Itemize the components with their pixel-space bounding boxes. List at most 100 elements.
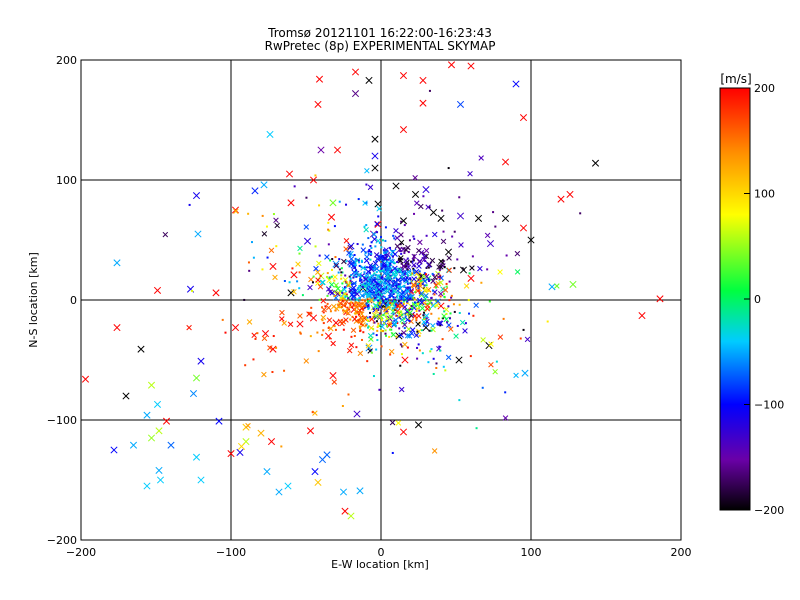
y-tick-label: 200 xyxy=(56,54,77,67)
echo-cross xyxy=(419,76,427,84)
echo-dot xyxy=(382,314,385,317)
echo-dot xyxy=(392,296,395,299)
echo-dot xyxy=(408,308,411,311)
echo-dot xyxy=(430,348,433,351)
echo-cross xyxy=(416,263,422,269)
echo-cross xyxy=(437,320,444,327)
echo-dot xyxy=(403,224,406,227)
echo-dot xyxy=(350,301,353,304)
echo-dot xyxy=(392,292,395,295)
echo-dot xyxy=(453,267,456,270)
echo-dot xyxy=(365,224,368,227)
echo-dot xyxy=(405,299,408,302)
echo-dot xyxy=(438,345,441,348)
echo-cross xyxy=(371,236,378,242)
echo-dot xyxy=(450,294,453,297)
echo-dot xyxy=(339,296,342,299)
echo-cross xyxy=(317,284,324,290)
colorbar-tick-label: −100 xyxy=(754,399,784,412)
echo-dot xyxy=(375,334,378,337)
echo-dot xyxy=(380,319,383,322)
echo-dot xyxy=(445,285,448,288)
echo-dot xyxy=(384,304,387,307)
echo-dot xyxy=(445,312,448,315)
echo-dot xyxy=(396,278,399,281)
echo-cross xyxy=(492,368,498,375)
echo-cross xyxy=(501,158,510,166)
echo-dot xyxy=(400,353,403,356)
echo-cross xyxy=(455,356,463,364)
echo-dot xyxy=(337,304,340,307)
echo-dot xyxy=(328,229,331,232)
echo-dot xyxy=(488,300,491,303)
echo-cross xyxy=(311,468,319,476)
echo-dot xyxy=(579,212,582,215)
echo-cross xyxy=(402,304,408,310)
echo-dot xyxy=(412,296,415,299)
echo-dot xyxy=(380,246,383,249)
echo-cross xyxy=(122,392,130,400)
echo-cross xyxy=(306,311,312,317)
echo-dot xyxy=(384,332,387,335)
echo-cross xyxy=(409,327,416,333)
echo-cross xyxy=(411,253,417,260)
echo-cross xyxy=(383,255,389,261)
echo-cross xyxy=(81,375,90,383)
echo-dot xyxy=(369,315,372,318)
echo-dot xyxy=(419,274,422,277)
echo-dot xyxy=(369,317,372,320)
echo-cross xyxy=(291,289,297,295)
echo-dot xyxy=(291,267,294,270)
echo-cross xyxy=(323,451,331,459)
echo-cross xyxy=(339,488,348,496)
echo-dot xyxy=(456,258,459,261)
echo-dot xyxy=(385,298,388,301)
echo-dot xyxy=(396,321,399,324)
echo-dot xyxy=(380,329,383,332)
echo-dot xyxy=(410,273,413,276)
echo-dot xyxy=(408,286,411,289)
echo-cross xyxy=(263,468,271,476)
echo-dot xyxy=(378,241,381,244)
echo-dot xyxy=(392,234,395,237)
echo-dot xyxy=(379,269,382,272)
echo-cross xyxy=(401,356,409,364)
echo-dot xyxy=(365,183,368,186)
echo-cross xyxy=(245,422,251,429)
echo-dot xyxy=(401,345,404,348)
echo-cross xyxy=(467,170,473,177)
echo-dot xyxy=(354,257,357,260)
echo-dot xyxy=(367,252,370,255)
echo-cross xyxy=(397,312,403,318)
echo-dot xyxy=(333,325,336,328)
echo-cross xyxy=(386,283,393,290)
echo-cross xyxy=(402,341,408,348)
echo-dot xyxy=(369,311,372,314)
echo-cross xyxy=(316,260,322,267)
echo-dot xyxy=(522,328,525,331)
echo-dot xyxy=(318,254,321,257)
echo-dot xyxy=(412,256,415,259)
echo-dot xyxy=(341,282,344,285)
echo-dot xyxy=(353,289,356,292)
echo-dot xyxy=(441,317,444,320)
echo-dot xyxy=(430,329,433,332)
echo-dot xyxy=(354,263,357,266)
echo-cross xyxy=(502,415,509,421)
echo-dot xyxy=(364,267,367,270)
echo-cross xyxy=(414,200,420,206)
echo-cross xyxy=(431,448,438,454)
echo-dot xyxy=(405,265,408,268)
echo-dot xyxy=(344,280,347,283)
echo-cross xyxy=(566,190,574,198)
echo-dot xyxy=(345,281,348,284)
echo-dot xyxy=(350,335,353,338)
echo-dot xyxy=(403,322,406,325)
echo-dot xyxy=(380,277,383,280)
echo-dot xyxy=(363,225,366,228)
echo-dot xyxy=(390,295,393,298)
echo-dot xyxy=(365,201,368,204)
echo-cross xyxy=(374,200,382,208)
echo-cross xyxy=(331,303,337,310)
echo-dot xyxy=(325,275,328,278)
